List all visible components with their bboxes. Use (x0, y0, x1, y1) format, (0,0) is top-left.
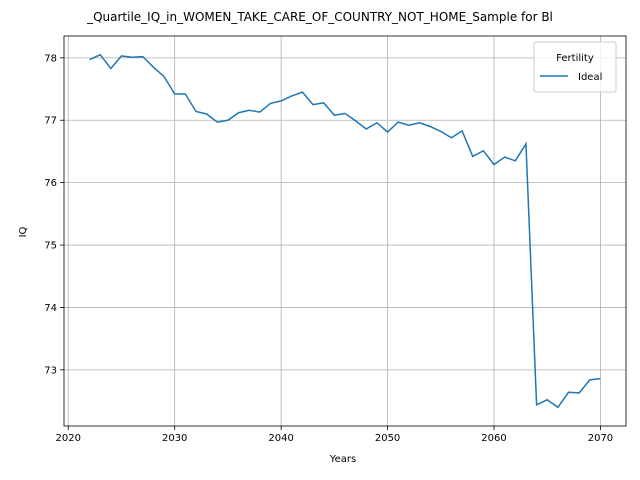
legend: Fertility Ideal (533, 41, 617, 93)
x-axis-label: Years (329, 454, 356, 465)
axes-frame (63, 35, 627, 427)
x-tick-label: 2050 (375, 433, 400, 444)
series-line-ideal (89, 53, 601, 409)
y-axis-ticks: 73 74 75 76 77 78 (44, 53, 64, 376)
x-tick-label: 2030 (162, 433, 187, 444)
y-tick-label: 74 (44, 303, 57, 314)
x-tick-label: 2070 (588, 433, 613, 444)
legend-box (533, 41, 617, 93)
legend-title: Fertility (556, 53, 594, 64)
y-tick-label: 76 (44, 178, 57, 189)
x-axis-ticks: 2020 2030 2040 2050 2060 2070 (56, 426, 613, 444)
x-tick-label: 2040 (268, 433, 293, 444)
x-tick-label: 2020 (56, 433, 81, 444)
x-tick-label: 2060 (481, 433, 506, 444)
legend-label-ideal: Ideal (578, 72, 602, 83)
grid (64, 36, 626, 426)
y-tick-label: 77 (44, 116, 57, 127)
y-tick-label: 78 (44, 53, 57, 64)
y-tick-label: 75 (44, 241, 57, 252)
chart-title: _Quartile_IQ_in_WOMEN_TAKE_CARE_OF_COUNT… (86, 10, 553, 24)
y-axis-label: IQ (18, 226, 29, 237)
y-tick-label: 73 (44, 365, 57, 376)
